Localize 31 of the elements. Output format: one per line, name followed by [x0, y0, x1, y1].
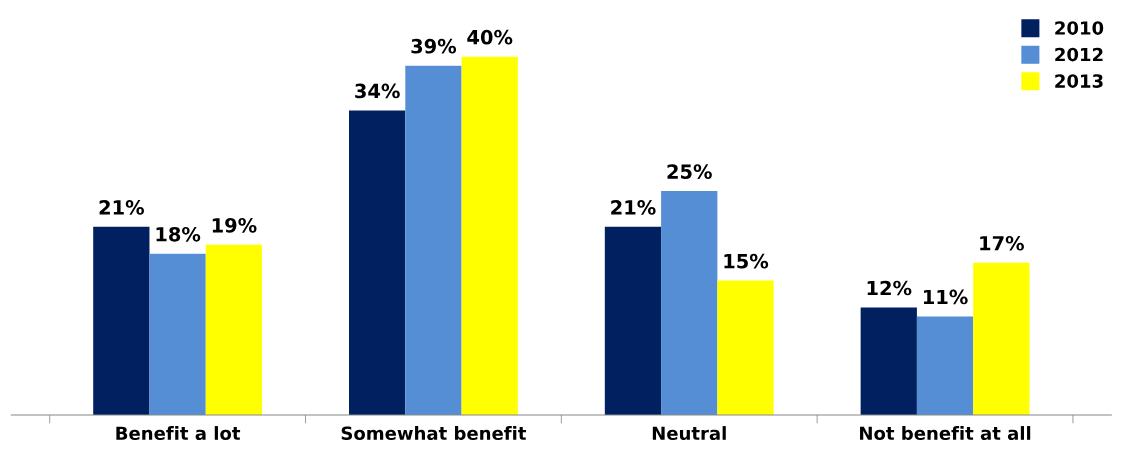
- bar: [717, 280, 774, 415]
- x-tick-label: Not benefit at all: [860, 426, 1031, 441]
- x-tick-label: Benefit a lot: [116, 426, 241, 441]
- data-label: 17%: [980, 235, 1024, 251]
- data-label: 12%: [867, 280, 912, 296]
- bar: [93, 226, 150, 415]
- legend-label: 2013: [1055, 74, 1103, 88]
- bar: [604, 226, 662, 415]
- x-tick-label: Neutral: [652, 426, 726, 441]
- legend-label: 2012: [1055, 47, 1103, 62]
- bar: [205, 244, 263, 415]
- bar: [349, 110, 406, 415]
- data-label: 18%: [156, 226, 201, 242]
- data-label: 21%: [611, 200, 656, 215]
- data-label: 39%: [411, 38, 457, 54]
- bar: [860, 307, 917, 415]
- data-label: 40%: [467, 29, 513, 45]
- bar: [149, 253, 206, 415]
- bar: [916, 316, 974, 415]
- data-label: 25%: [667, 164, 712, 179]
- data-label: 11%: [923, 289, 968, 305]
- data-label: 21%: [99, 200, 144, 215]
- bar: [405, 65, 462, 415]
- x-tick-label: Somewhat benefit: [341, 426, 527, 441]
- data-label: 15%: [724, 253, 769, 269]
- bar: [973, 262, 1030, 415]
- data-label: 34%: [355, 83, 400, 99]
- bar: [661, 191, 718, 415]
- data-label: 19%: [212, 217, 257, 233]
- legend-label: 2010: [1055, 21, 1104, 35]
- bar: [461, 56, 518, 415]
